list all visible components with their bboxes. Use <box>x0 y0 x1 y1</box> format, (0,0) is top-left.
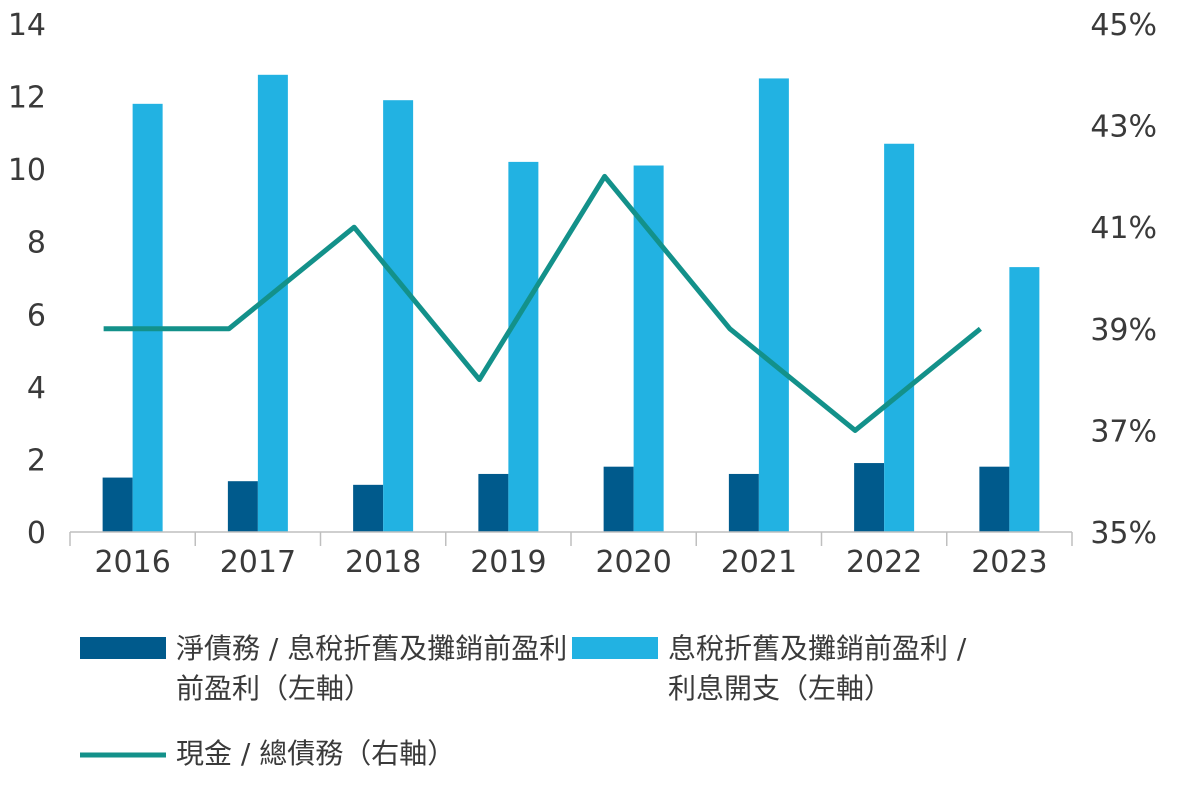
left-tick-label: 2 <box>27 443 46 478</box>
legend-label: 淨債務 / 息稅折舊及攤銷前盈利 <box>176 632 567 665</box>
right-tick-label: 35% <box>1090 516 1157 551</box>
x-tick-label: 2019 <box>470 545 546 580</box>
line-series <box>103 173 982 433</box>
bar <box>979 466 1010 532</box>
bar <box>102 477 133 532</box>
x-tick-label: 2022 <box>846 545 922 580</box>
x-tick-label: 2020 <box>595 545 671 580</box>
line-series-path <box>103 173 982 433</box>
right-tick-label: 43% <box>1090 110 1157 145</box>
x-tick-label: 2016 <box>94 545 170 580</box>
x-tick-label: 2018 <box>345 545 421 580</box>
bar <box>758 78 789 532</box>
bar <box>884 143 915 532</box>
bar <box>854 463 885 532</box>
legend-label: 現金 / 總債務（右軸） <box>176 737 455 770</box>
left-tick-label: 0 <box>27 516 46 551</box>
bar <box>508 161 539 532</box>
right-tick-label: 41% <box>1090 211 1157 246</box>
legend-label: 利息開支（左軸） <box>668 672 892 705</box>
x-tick-label: 2023 <box>971 545 1047 580</box>
bar <box>227 481 258 532</box>
x-tick-label: 2021 <box>721 545 797 580</box>
left-tick-label: 10 <box>8 153 46 188</box>
left-tick-label: 4 <box>27 371 46 406</box>
left-tick-label: 14 <box>8 8 46 43</box>
bar <box>478 473 509 532</box>
legend-label: 前盈利（左軸） <box>176 672 372 705</box>
left-tick-label: 6 <box>27 298 46 333</box>
bar <box>603 466 634 532</box>
right-axis: 35% 37% 39% 41% 43% 45% <box>1090 8 1157 551</box>
right-tick-label: 39% <box>1090 313 1157 348</box>
x-tick-label: 2017 <box>220 545 296 580</box>
right-tick-label: 45% <box>1090 8 1157 43</box>
x-axis: 2016 2017 2018 2019 2020 2021 2022 2023 <box>69 531 1073 580</box>
bars <box>102 74 1040 533</box>
legend-swatch <box>572 637 658 659</box>
bar <box>1009 267 1040 532</box>
bar <box>132 103 163 532</box>
left-axis: 0 2 4 6 8 10 12 14 <box>8 8 46 551</box>
legend-swatch <box>80 637 166 659</box>
bar <box>353 484 384 532</box>
legend-label: 息稅折舊及攤銷前盈利 / <box>668 632 967 665</box>
bar <box>383 100 414 532</box>
left-tick-label: 12 <box>8 81 46 116</box>
bar <box>728 473 759 532</box>
left-tick-label: 8 <box>27 226 46 261</box>
right-tick-label: 37% <box>1090 414 1157 449</box>
